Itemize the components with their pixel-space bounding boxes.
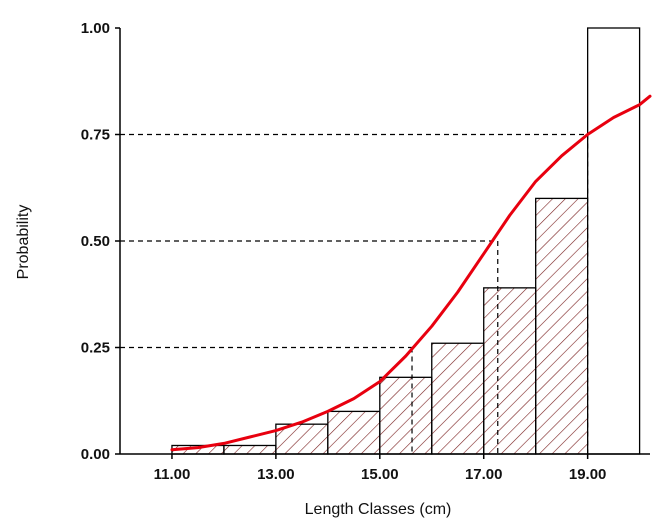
y-tick-label-1: 0.00 <box>81 446 110 463</box>
x-tick-label-2: 13.00 <box>257 466 295 483</box>
bar-7 <box>483 287 537 455</box>
y-tick-label-4: 0.75 <box>81 127 110 144</box>
curve-layer <box>170 94 652 452</box>
x-tick-label-3: 15.00 <box>361 466 399 483</box>
ticks-layer: 0.00 0.25 0.50 0.75 1.00 11.00 13.00 15.00 17.00… <box>81 20 607 483</box>
y-tick-label-2: 0.25 <box>81 340 110 357</box>
x-tick-label-1: 11.00 <box>154 466 191 483</box>
bars-layer <box>171 27 641 455</box>
y-axis-title: Probability <box>15 205 32 280</box>
x-axis-title: Length Classes (cm) <box>305 501 452 518</box>
bar-5 <box>379 376 433 455</box>
bar-6 <box>431 342 485 455</box>
reference-lines-layer <box>120 133 589 454</box>
bar-8 <box>535 197 589 455</box>
probability-curve <box>170 94 652 452</box>
y-tick-label-5: 1.00 <box>81 20 110 37</box>
x-tick-label-4: 17.00 <box>465 466 503 483</box>
bar-9 <box>586 27 641 455</box>
bar-2 <box>223 444 277 455</box>
bar-4 <box>327 410 381 455</box>
x-tick-label-5: 19.00 <box>569 466 607 483</box>
y-tick-label-3: 0.50 <box>81 233 110 250</box>
